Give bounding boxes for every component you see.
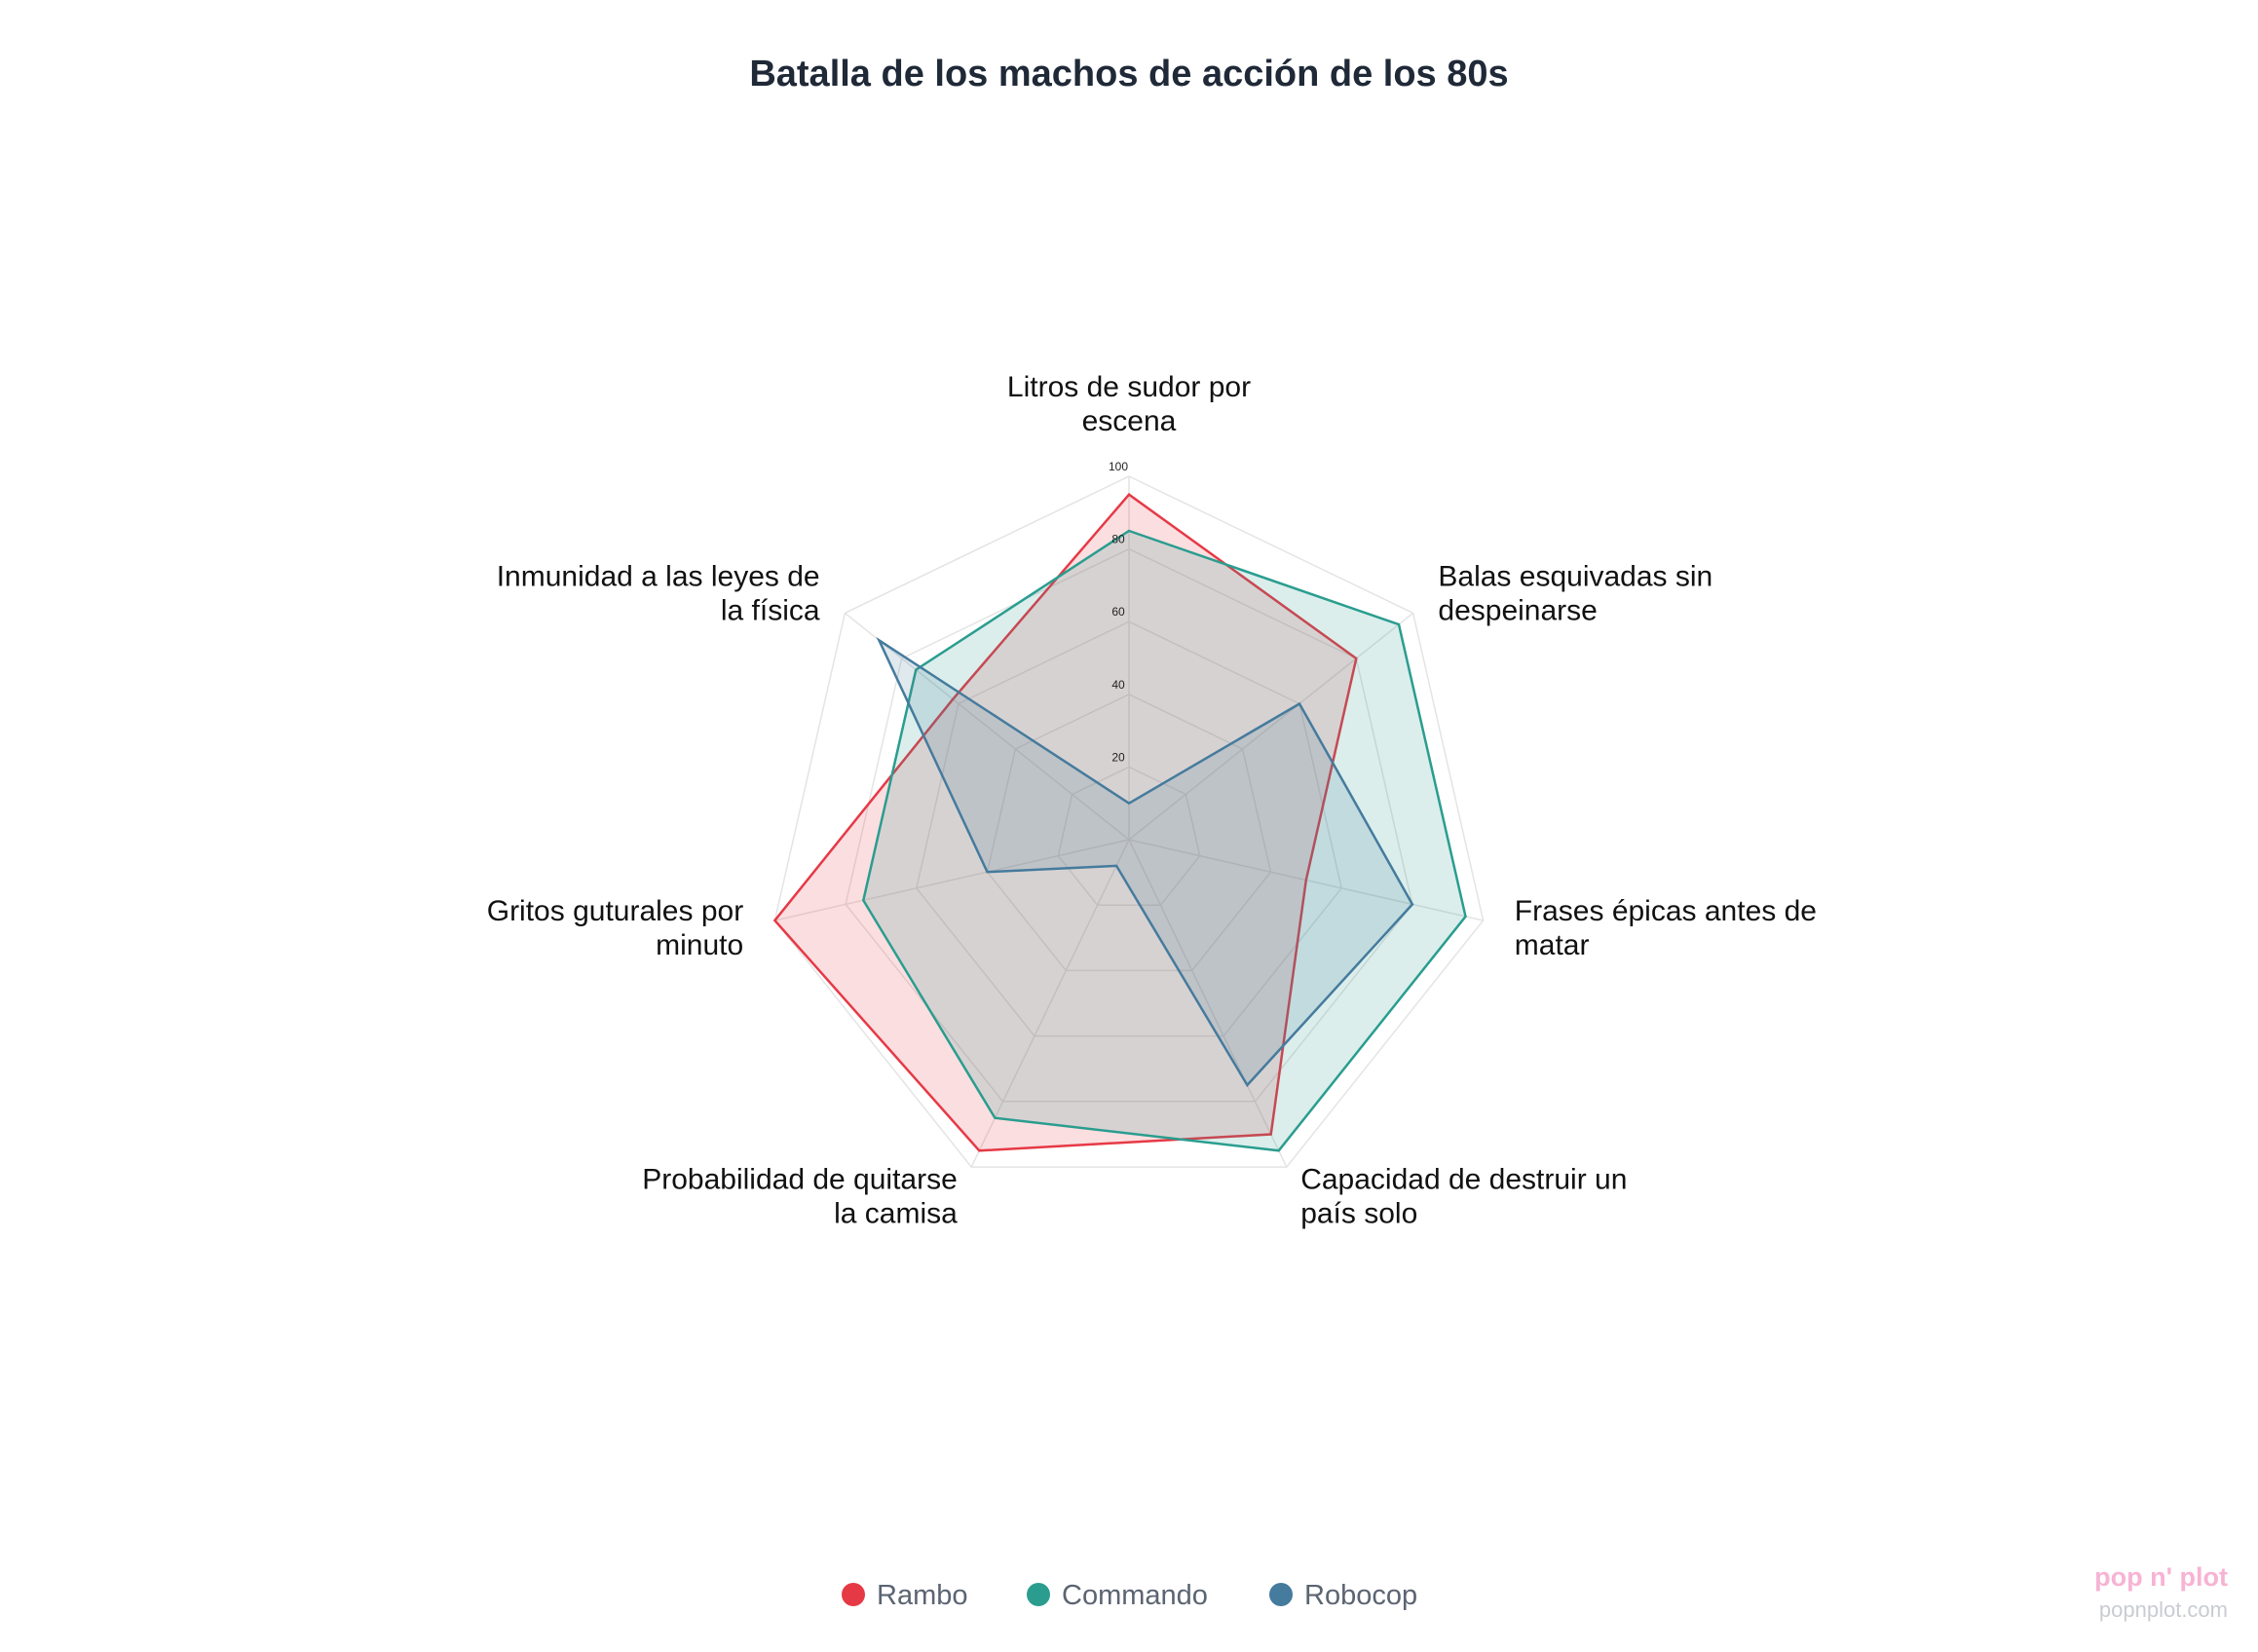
legend-item-robocop[interactable]: Robocop <box>1269 1580 1417 1611</box>
category-label: Litros de sudor por escena <box>1007 371 1251 437</box>
legend-label: Robocop <box>1304 1580 1417 1611</box>
series-area-robocop <box>876 636 1414 1088</box>
data-point <box>1298 702 1301 706</box>
grid-ring-40 <box>986 693 1272 972</box>
series-area-commando <box>861 529 1467 1152</box>
data-point <box>1127 493 1131 497</box>
tick-label: 80 <box>1111 533 1125 546</box>
data-point <box>993 1116 997 1120</box>
chart-title: Batalla de los machos de acción de los 8… <box>749 54 1508 94</box>
grid-spoke <box>1128 612 1414 841</box>
legend-marker <box>1269 1583 1293 1606</box>
grid-spoke <box>774 839 1130 921</box>
radial-ticks: 20 40 60 80 100 <box>1109 460 1128 764</box>
data-point <box>1127 802 1131 806</box>
category-label: Inmunidad a las leyes de la física <box>497 560 820 626</box>
category-label: Gritos guturales por minuto <box>487 895 743 961</box>
data-point <box>986 870 990 874</box>
category-label: Balas esquivadas sin despeinarse <box>1438 560 1712 626</box>
grid-spoke <box>1128 839 1288 1168</box>
data-point <box>877 638 881 642</box>
data-point <box>1127 529 1131 533</box>
data-point <box>1245 1083 1249 1087</box>
radar-series <box>772 493 1467 1152</box>
grid-ring-100 <box>773 475 1485 1168</box>
data-point <box>772 919 776 922</box>
legend-item-rambo[interactable]: Rambo <box>842 1580 968 1611</box>
legend-marker <box>842 1583 865 1606</box>
legend-label: Commando <box>1062 1580 1208 1611</box>
data-point <box>861 898 865 902</box>
legend-item-commando[interactable]: Commando <box>1027 1580 1208 1611</box>
watermark-url: popnplot.com <box>2099 1597 2228 1622</box>
grid-spoke <box>844 612 1130 841</box>
grid-spoke <box>970 839 1130 1168</box>
data-point <box>977 1148 981 1152</box>
data-point <box>1114 864 1118 868</box>
grid-ring-20 <box>1057 766 1201 906</box>
tick-label: 60 <box>1111 605 1125 619</box>
category-labels: Litros de sudor por escena Balas esquivada… <box>487 371 1817 1229</box>
radar-grid <box>773 475 1485 1168</box>
legend: Rambo Commando Robocop <box>842 1580 1417 1611</box>
legend-label: Rambo <box>877 1580 968 1611</box>
legend-marker <box>1027 1583 1050 1606</box>
category-label: Capacidad de destruir un país solo <box>1300 1163 1627 1229</box>
data-point <box>1277 1148 1281 1152</box>
data-point <box>1411 902 1414 906</box>
tick-label: 40 <box>1111 678 1125 692</box>
category-label: Frases épicas antes de matar <box>1515 895 1817 961</box>
tick-label: 100 <box>1109 460 1128 473</box>
series-robocop <box>876 636 1414 1088</box>
grid-ring-60 <box>915 620 1343 1037</box>
category-label: Probabilidad de quitarse la camisa <box>642 1163 958 1229</box>
watermark-logo: pop n' plot <box>2094 1562 2228 1592</box>
grid-ring-80 <box>845 547 1413 1103</box>
series-commando <box>861 529 1467 1152</box>
data-point <box>1464 915 1468 919</box>
data-point <box>1397 622 1401 626</box>
tick-label: 20 <box>1111 750 1125 764</box>
